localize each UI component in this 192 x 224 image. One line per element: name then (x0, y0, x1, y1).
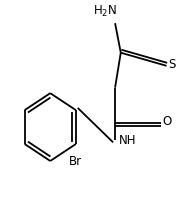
Text: O: O (163, 115, 172, 128)
Text: Br: Br (69, 155, 82, 168)
Text: H$_2$N: H$_2$N (94, 4, 118, 19)
Text: S: S (168, 58, 176, 71)
Text: NH: NH (119, 134, 136, 147)
